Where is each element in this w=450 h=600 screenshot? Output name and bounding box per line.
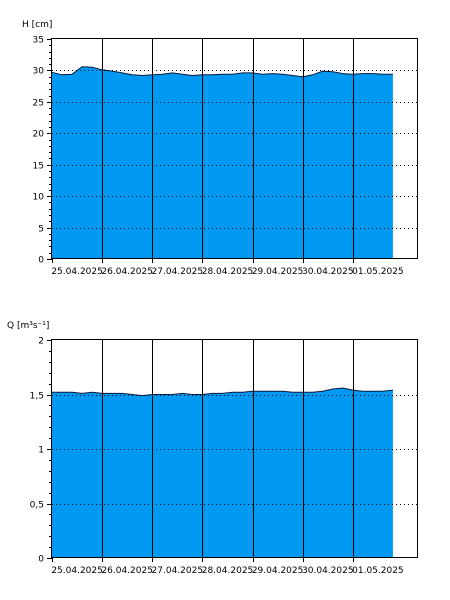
discharge-chart: Q [m³s⁻¹] 0 0,5 1 1,5 2 25.04.202526.04.2025… (7, 321, 418, 576)
plot-frame (51, 38, 418, 259)
y-axis-label: Q [m³s⁻¹] (7, 321, 49, 331)
y-tick-label: 5 (38, 225, 44, 235)
x-tick-label: 01.05.2025 (352, 267, 404, 277)
plot-frame (51, 339, 418, 558)
water-level-chart: H [cm] 0 5 10 15 20 25 30 35 25.04.202526.04.20… (22, 20, 418, 277)
x-tick-label: 27.04.2025 (152, 566, 204, 576)
y-tick-label: 20 (33, 130, 45, 140)
y-tick-label: 2 (38, 337, 44, 347)
y-tick-label: 15 (33, 162, 44, 172)
x-tick-label: 25.04.2025 (51, 267, 103, 277)
x-tick-label: 27.04.2025 (152, 267, 204, 277)
x-tick-label: 26.04.2025 (101, 566, 153, 576)
y-tick-label: 30 (33, 67, 45, 77)
y-tick-label: 10 (33, 193, 45, 203)
x-tick-label: 28.04.2025 (202, 267, 254, 277)
x-tick-label: 01.05.2025 (352, 566, 404, 576)
y-tick-label: 25 (33, 99, 44, 109)
y-tick-label: 0,5 (30, 501, 44, 511)
x-tick-label: 28.04.2025 (202, 566, 254, 576)
x-tick-label: 26.04.2025 (101, 267, 153, 277)
y-tick-label: 1 (38, 446, 44, 456)
series-area (52, 388, 393, 558)
y-tick-label: 0 (38, 555, 44, 565)
x-tick-label: 29.04.2025 (252, 566, 304, 576)
series-area (52, 66, 393, 259)
series-line (52, 387, 393, 397)
x-tick-label: 30.04.2025 (302, 267, 354, 277)
y-tick-label: 0 (38, 256, 44, 266)
x-tick-label: 25.04.2025 (51, 566, 103, 576)
x-tick-label: 29.04.2025 (252, 267, 304, 277)
y-tick-label: 35 (33, 36, 44, 46)
x-tick-label: 30.04.2025 (302, 566, 354, 576)
y-axis-label: H [cm] (22, 20, 52, 30)
y-tick-label: 1,5 (30, 392, 44, 402)
